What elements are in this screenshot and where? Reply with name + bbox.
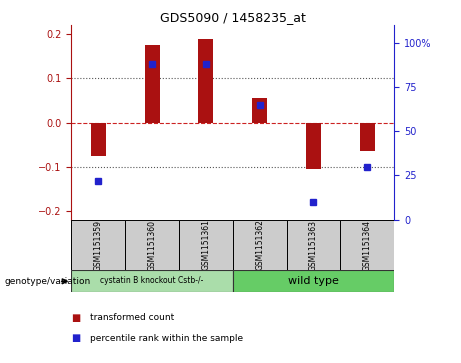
Bar xyxy=(340,220,394,270)
Bar xyxy=(125,220,179,270)
Text: genotype/variation: genotype/variation xyxy=(5,277,91,286)
Text: GSM1151361: GSM1151361 xyxy=(201,220,210,270)
Text: GSM1151359: GSM1151359 xyxy=(94,220,103,270)
Bar xyxy=(179,220,233,270)
Text: cystatin B knockout Cstb-/-: cystatin B knockout Cstb-/- xyxy=(100,277,204,285)
Bar xyxy=(287,220,340,270)
Title: GDS5090 / 1458235_at: GDS5090 / 1458235_at xyxy=(160,11,306,24)
Bar xyxy=(198,38,213,122)
Bar xyxy=(233,220,287,270)
Bar xyxy=(145,45,160,122)
Text: wild type: wild type xyxy=(288,276,339,286)
Bar xyxy=(306,122,321,169)
Text: transformed count: transformed count xyxy=(90,313,174,322)
Text: ■: ■ xyxy=(71,333,81,343)
Text: percentile rank within the sample: percentile rank within the sample xyxy=(90,334,243,343)
Bar xyxy=(252,98,267,122)
Text: GSM1151360: GSM1151360 xyxy=(148,220,157,270)
Text: GSM1151363: GSM1151363 xyxy=(309,220,318,270)
Bar xyxy=(71,220,125,270)
Bar xyxy=(233,270,394,292)
Bar xyxy=(91,122,106,156)
Bar xyxy=(360,122,375,151)
Text: GSM1151364: GSM1151364 xyxy=(363,220,372,270)
Text: GSM1151362: GSM1151362 xyxy=(255,220,264,270)
Bar xyxy=(71,270,233,292)
Text: ■: ■ xyxy=(71,313,81,323)
